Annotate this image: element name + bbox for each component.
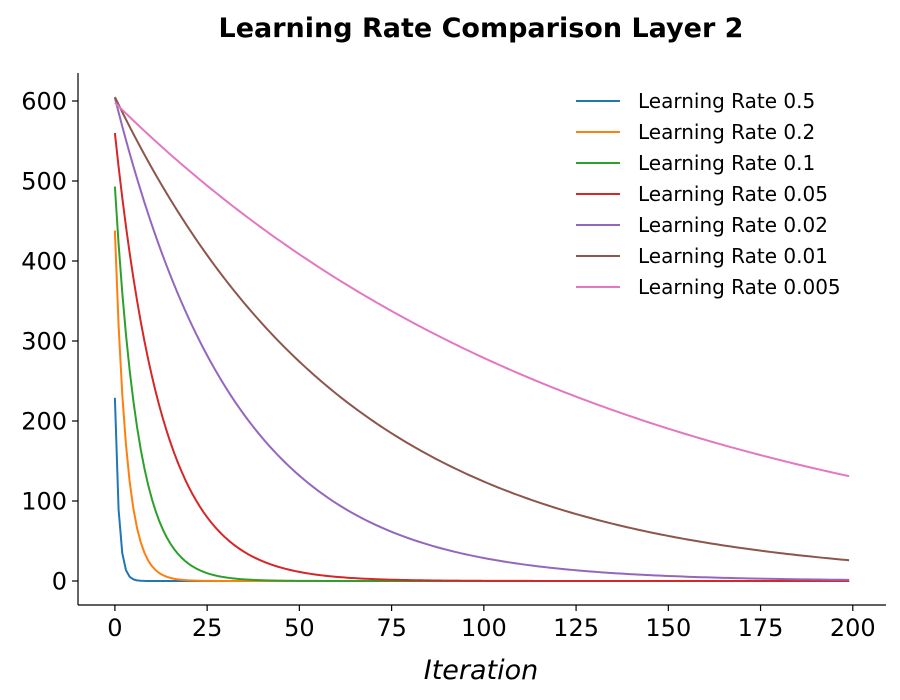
series-line-5 [113, 96, 850, 562]
x-tick-label: 150 [645, 614, 691, 642]
x-tick-label: 0 [107, 614, 122, 642]
legend-label-2: Learning Rate 0.1 [638, 151, 815, 175]
chart-title: Learning Rate Comparison Layer 2 [219, 13, 744, 44]
y-ticks: 0 100 200 300 400 500 600 [21, 88, 78, 596]
y-tick-label: 400 [21, 248, 67, 276]
series-line-3 [113, 132, 850, 582]
legend-label-3: Learning Rate 0.05 [638, 182, 828, 206]
x-tick-label: 100 [461, 614, 507, 642]
x-axis-label: Iteration [424, 655, 539, 686]
y-tick-label: 300 [21, 328, 67, 356]
x-ticks: 0 25 50 75 100 125 150 175 200 [107, 605, 876, 642]
x-tick-label: 50 [284, 614, 315, 642]
series-lines [113, 96, 850, 582]
y-tick-label: 100 [21, 488, 67, 516]
y-tick-label: 600 [21, 88, 67, 116]
series-line-0 [113, 397, 850, 582]
legend-label-0: Learning Rate 0.5 [638, 89, 815, 113]
x-tick-label: 25 [192, 614, 223, 642]
y-tick-label: 200 [21, 408, 67, 436]
plot-area: 0 25 50 75 100 125 150 175 200 0 100 200 300 400 500 6… [21, 73, 886, 642]
legend: Learning Rate 0.5 Learning Rate 0.2 Learni… [576, 89, 841, 299]
legend-label-4: Learning Rate 0.02 [638, 213, 828, 237]
legend-label-5: Learning Rate 0.01 [638, 244, 828, 268]
y-tick-label: 0 [52, 568, 67, 596]
legend-label-1: Learning Rate 0.2 [638, 120, 815, 144]
x-tick-label: 175 [738, 614, 784, 642]
x-tick-label: 125 [553, 614, 599, 642]
legend-label-6: Learning Rate 0.005 [638, 275, 841, 299]
series-line-6 [114, 101, 850, 478]
y-tick-label: 500 [21, 168, 67, 196]
series-line-4 [113, 97, 850, 581]
x-tick-label: 75 [376, 614, 407, 642]
x-tick-label: 200 [830, 614, 876, 642]
